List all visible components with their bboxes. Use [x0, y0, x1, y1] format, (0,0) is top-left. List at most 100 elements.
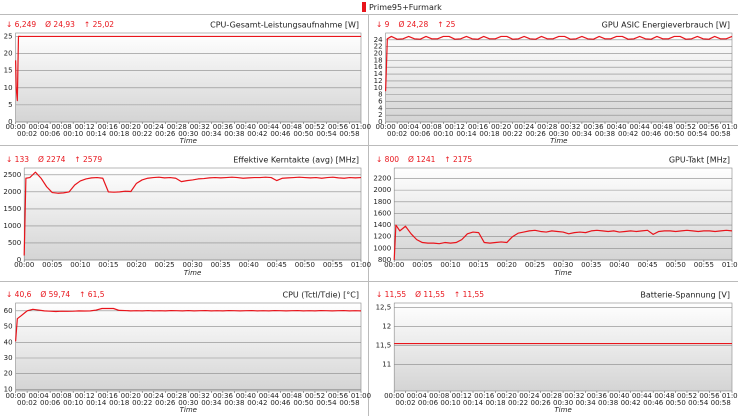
x-tick-label: 00:38	[598, 399, 618, 407]
x-tick-label: 01:00	[722, 392, 738, 400]
stat-value: ↑ 61,5	[79, 290, 105, 299]
stat-value: ↑ 2175	[444, 155, 472, 164]
plot-area	[385, 32, 733, 123]
x-tick-label: 00:04	[29, 123, 50, 131]
x-axis-label: Time	[554, 406, 571, 414]
x-tick-label: 00:10	[70, 261, 90, 269]
x-tick-label: 00:22	[132, 130, 152, 138]
y-tick-label: 14	[374, 70, 383, 78]
x-tick-label: 00:22	[508, 399, 528, 407]
panel-title: Effektive Kerntakte (avg) [MHz]	[233, 156, 359, 165]
x-tick-label: 00:40	[239, 261, 259, 269]
y-tick-label: 60	[4, 307, 13, 315]
x-tick-label: 00:14	[456, 130, 477, 138]
stat-value: ↓ 40,6	[6, 290, 32, 299]
stat-value: Ø 24,28	[398, 20, 428, 29]
y-tick-label: 0	[8, 118, 12, 126]
plot-area	[15, 302, 362, 392]
x-tick-label: 00:20	[497, 392, 517, 400]
x-tick-label: 00:08	[429, 392, 449, 400]
x-tick-label: 00:28	[537, 123, 557, 131]
y-tick-label: 10	[4, 385, 13, 393]
y-tick-label: 25	[4, 32, 13, 40]
y-tick-label: 2500	[3, 171, 21, 179]
x-tick-label: 00:42	[618, 130, 638, 138]
y-tick-label: 1200	[373, 233, 391, 241]
data-line	[15, 35, 361, 102]
y-tick-label: 2200	[373, 174, 391, 182]
x-tick-label: 00:26	[155, 399, 176, 407]
x-tick-label: 00:34	[572, 130, 593, 138]
stat-value: ↑ 11,55	[454, 290, 484, 299]
x-tick-label: 01:00	[722, 123, 738, 131]
y-tick-label: 2000	[3, 188, 21, 196]
y-tick-label: 0	[17, 256, 21, 264]
x-tick-label: 00:26	[526, 130, 547, 138]
y-tick-label: 11,5	[376, 341, 392, 349]
y-tick-label: 8	[378, 91, 382, 99]
y-tick-label: 11	[382, 360, 391, 368]
x-tick-label: 00:36	[213, 123, 234, 131]
y-tick-label: 12	[382, 323, 391, 331]
stat-value: ↓ 133	[6, 155, 29, 164]
x-tick-label: 00:24	[514, 123, 535, 131]
y-tick-label: 1000	[3, 222, 21, 230]
x-tick-label: 00:56	[699, 123, 720, 131]
y-tick-label: 30	[4, 354, 13, 362]
x-tick-label: 00:02	[395, 399, 415, 407]
x-tick-label: 00:02	[17, 130, 37, 138]
x-tick-label: 00:18	[479, 130, 499, 138]
x-tick-label: 00:10	[440, 399, 460, 407]
x-tick-label: 00:50	[666, 261, 686, 269]
x-axis-label: Time	[554, 269, 571, 277]
x-tick-label: 00:30	[183, 261, 203, 269]
x-tick-label: 00:00	[384, 261, 404, 269]
x-tick-label: 00:25	[154, 261, 174, 269]
x-tick-label: 00:06	[40, 399, 61, 407]
y-tick-label: 12,5	[376, 304, 392, 312]
x-tick-label: 00:26	[530, 399, 551, 407]
x-tick-label: 00:55	[694, 261, 714, 269]
x-tick-label: 00:50	[293, 130, 313, 138]
y-tick-label: 15	[4, 67, 13, 75]
x-tick-label: 00:46	[643, 399, 664, 407]
x-tick-label: 00:24	[519, 392, 540, 400]
x-axis-label: Time	[180, 406, 197, 414]
x-tick-label: 00:04	[29, 392, 50, 400]
x-tick-label: 00:22	[503, 130, 523, 138]
panel-title: CPU (Tctl/Tdie) [°C]	[282, 291, 359, 300]
x-tick-label: 00:30	[549, 130, 569, 138]
plot-area	[15, 32, 362, 123]
x-tick-label: 00:30	[178, 399, 198, 407]
x-tick-label: 00:32	[190, 123, 210, 131]
x-tick-label: 00:48	[282, 392, 302, 400]
x-tick-label: 00:46	[641, 130, 662, 138]
x-tick-label: 00:32	[190, 392, 210, 400]
stat-value: Ø 24,93	[45, 20, 75, 29]
x-tick-label: 00:10	[433, 130, 453, 138]
x-tick-label: 00:02	[17, 399, 37, 407]
x-tick-label: 01:00	[722, 261, 738, 269]
x-tick-label: 00:44	[630, 123, 651, 131]
x-tick-label: 00:18	[485, 399, 505, 407]
x-tick-label: 00:14	[463, 399, 484, 407]
y-tick-label: 2	[378, 111, 382, 119]
x-tick-label: 00:48	[654, 392, 674, 400]
x-tick-label: 00:16	[468, 123, 489, 131]
x-tick-label: 00:00	[14, 261, 34, 269]
x-tick-label: 00:36	[587, 392, 608, 400]
x-tick-label: 00:04	[407, 392, 428, 400]
x-tick-label: 00:18	[109, 399, 129, 407]
x-tick-label: 00:54	[316, 130, 337, 138]
legend-label: Prime95+Furmark	[369, 3, 442, 12]
y-tick-label: 1800	[373, 198, 391, 206]
x-tick-label: 00:35	[581, 261, 601, 269]
x-tick-label: 00:20	[491, 123, 511, 131]
x-tick-label: 00:42	[247, 399, 267, 407]
x-tick-label: 00:20	[121, 392, 141, 400]
x-tick-label: 00:52	[677, 392, 697, 400]
x-tick-label: 00:18	[109, 130, 129, 138]
y-tick-label: 10	[374, 84, 383, 92]
x-tick-label: 00:48	[282, 123, 302, 131]
x-tick-label: 00:38	[224, 399, 244, 407]
